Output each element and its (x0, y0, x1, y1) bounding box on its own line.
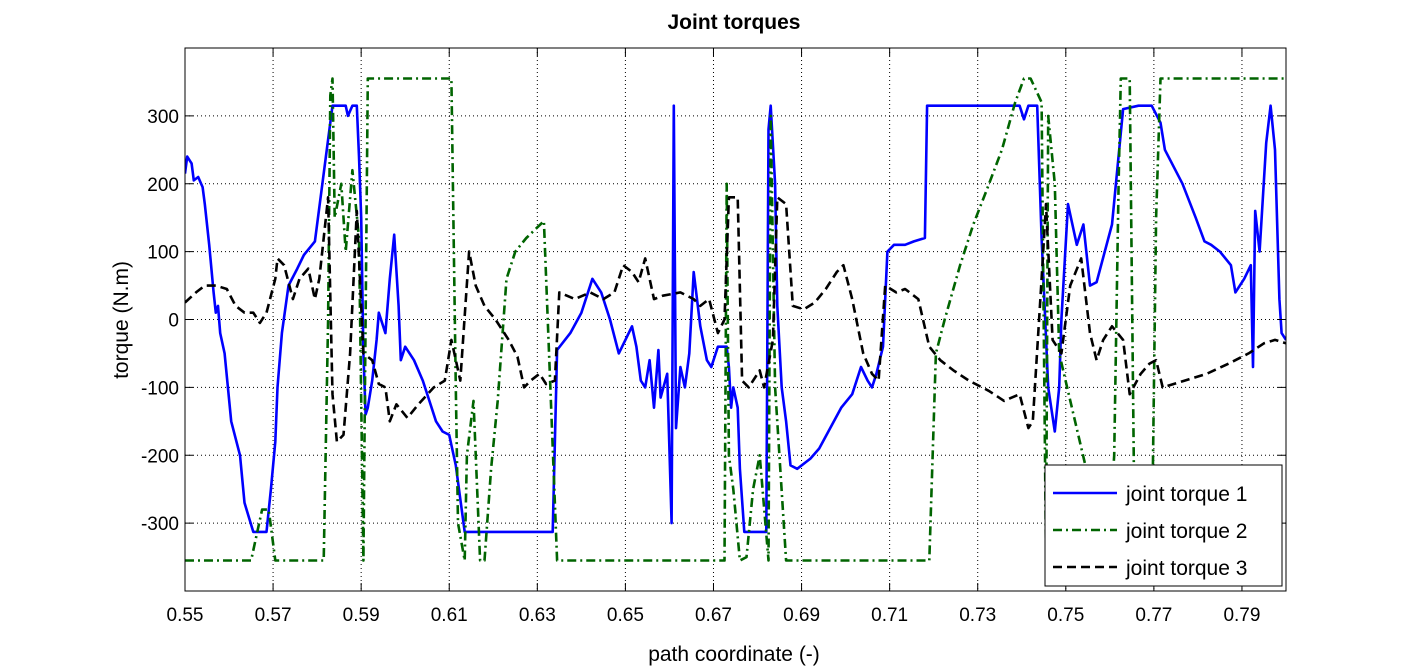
y-tick-label: 300 (147, 107, 179, 128)
x-tick-label: 0.79 (1223, 605, 1260, 626)
y-axis-label: torque (N.m) (110, 261, 133, 379)
legend-label-3: joint torque 3 (1125, 557, 1247, 580)
x-tick-label: 0.59 (343, 605, 380, 626)
x-tick-label: 0.69 (783, 605, 820, 626)
x-tick-label: 0.61 (431, 605, 468, 626)
y-tick-label: 100 (147, 243, 179, 264)
x-tick-label: 0.71 (871, 605, 908, 626)
x-tick-label: 0.57 (255, 605, 292, 626)
x-tick-label: 0.55 (167, 605, 204, 626)
chart-title: Joint torques (667, 11, 800, 34)
legend-label-1: joint torque 1 (1125, 483, 1247, 506)
y-tick-label: 0 (168, 311, 179, 332)
x-tick-label: 0.63 (519, 605, 556, 626)
series-layer (185, 77, 1286, 562)
legend-label-2: joint torque 2 (1125, 520, 1247, 543)
series-line-2 (185, 77, 1286, 562)
x-tick-label: 0.73 (959, 605, 996, 626)
y-tick-label: -200 (141, 446, 179, 467)
y-tick-label: -100 (141, 378, 179, 399)
x-tick-label: 0.75 (1047, 605, 1084, 626)
series-line-1 (185, 104, 1286, 534)
legend: joint torque 1 joint torque 2 joint torque… (1044, 464, 1283, 587)
x-tick-label: 0.77 (1135, 605, 1172, 626)
x-tick-label: 0.67 (695, 605, 732, 626)
y-tick-label: 200 (147, 175, 179, 196)
x-tick-label: 0.65 (607, 605, 644, 626)
y-tick-label: -300 (141, 514, 179, 535)
x-axis-label: path coordinate (-) (648, 643, 820, 666)
series-line-3 (185, 196, 1286, 443)
axis-ticks: 0.55 0.57 0.59 0.61 0.63 0.65 0.67 0.69 0.71 0.73… (141, 48, 1286, 626)
